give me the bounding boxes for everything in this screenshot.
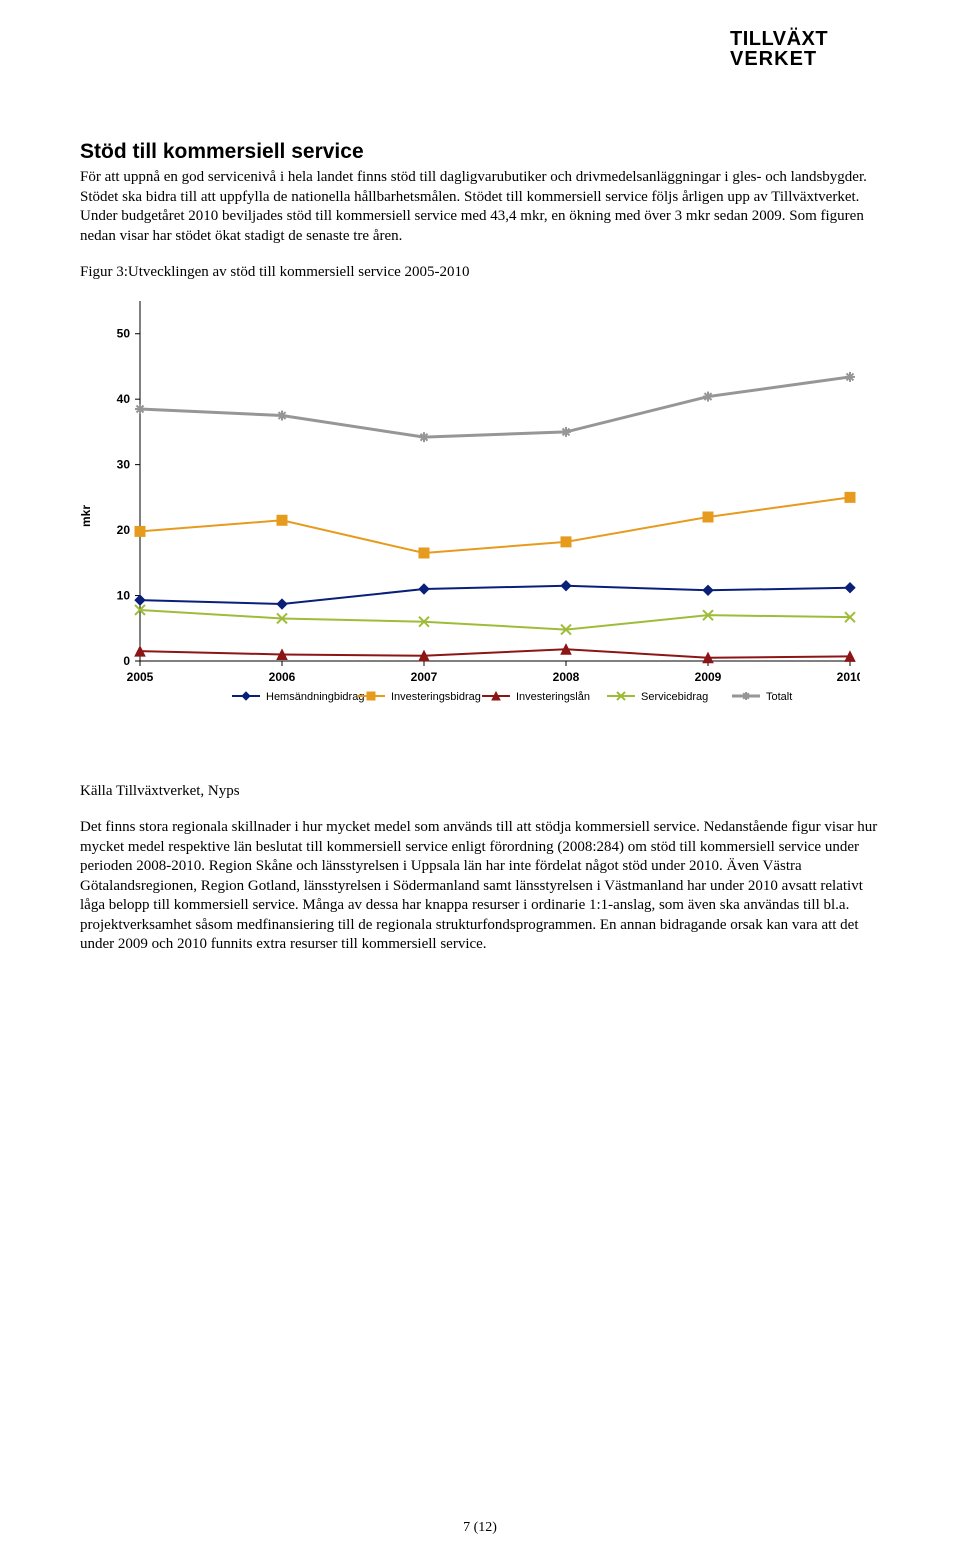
svg-text:Investeringslån: Investeringslån xyxy=(516,691,590,703)
svg-text:2008: 2008 xyxy=(553,670,580,684)
svg-text:2009: 2009 xyxy=(695,670,722,684)
svg-text:10: 10 xyxy=(117,589,131,603)
svg-text:20: 20 xyxy=(117,523,131,537)
svg-text:30: 30 xyxy=(117,458,131,472)
svg-text:2006: 2006 xyxy=(269,670,296,684)
page-content: Stöd till kommersiell service För att up… xyxy=(80,140,880,955)
logo-line1: TILLVÄXT xyxy=(730,30,870,48)
page-heading: Stöd till kommersiell service xyxy=(80,140,880,164)
svg-text:Totalt: Totalt xyxy=(766,691,792,703)
svg-text:Servicebidrag: Servicebidrag xyxy=(641,691,708,703)
analysis-paragraph: Det finns stora regionala skillnader i h… xyxy=(80,818,880,955)
brand-logo: TILLVÄXT VERKET xyxy=(730,30,870,71)
chart-ylabel: mkr xyxy=(79,505,93,527)
svg-text:2010: 2010 xyxy=(837,670,860,684)
logo-line2: VERKET xyxy=(730,48,870,71)
chart-source: Källa Tillväxtverket, Nyps xyxy=(80,783,880,800)
figure-caption: Figur 3:Utvecklingen av stöd till kommer… xyxy=(80,264,880,281)
svg-text:Hemsändningbidrag: Hemsändningbidrag xyxy=(266,691,364,703)
svg-text:0: 0 xyxy=(123,654,130,668)
line-chart: mkr 0 10 20 30 40 50 2005 2006 2007 2008 2009 2010 H… xyxy=(80,291,860,741)
svg-text:Investeringsbidrag: Investeringsbidrag xyxy=(391,691,481,703)
svg-text:40: 40 xyxy=(117,392,131,406)
intro-paragraph: För att uppnå en god servicenivå i hela … xyxy=(80,168,880,246)
svg-text:2005: 2005 xyxy=(127,670,154,684)
svg-text:50: 50 xyxy=(117,327,131,341)
chart-svg: 0 10 20 30 40 50 2005 2006 2007 2008 2009 2010 Hemsä… xyxy=(80,291,860,741)
svg-text:2007: 2007 xyxy=(411,670,438,684)
page-number: 7 (12) xyxy=(0,1520,960,1536)
